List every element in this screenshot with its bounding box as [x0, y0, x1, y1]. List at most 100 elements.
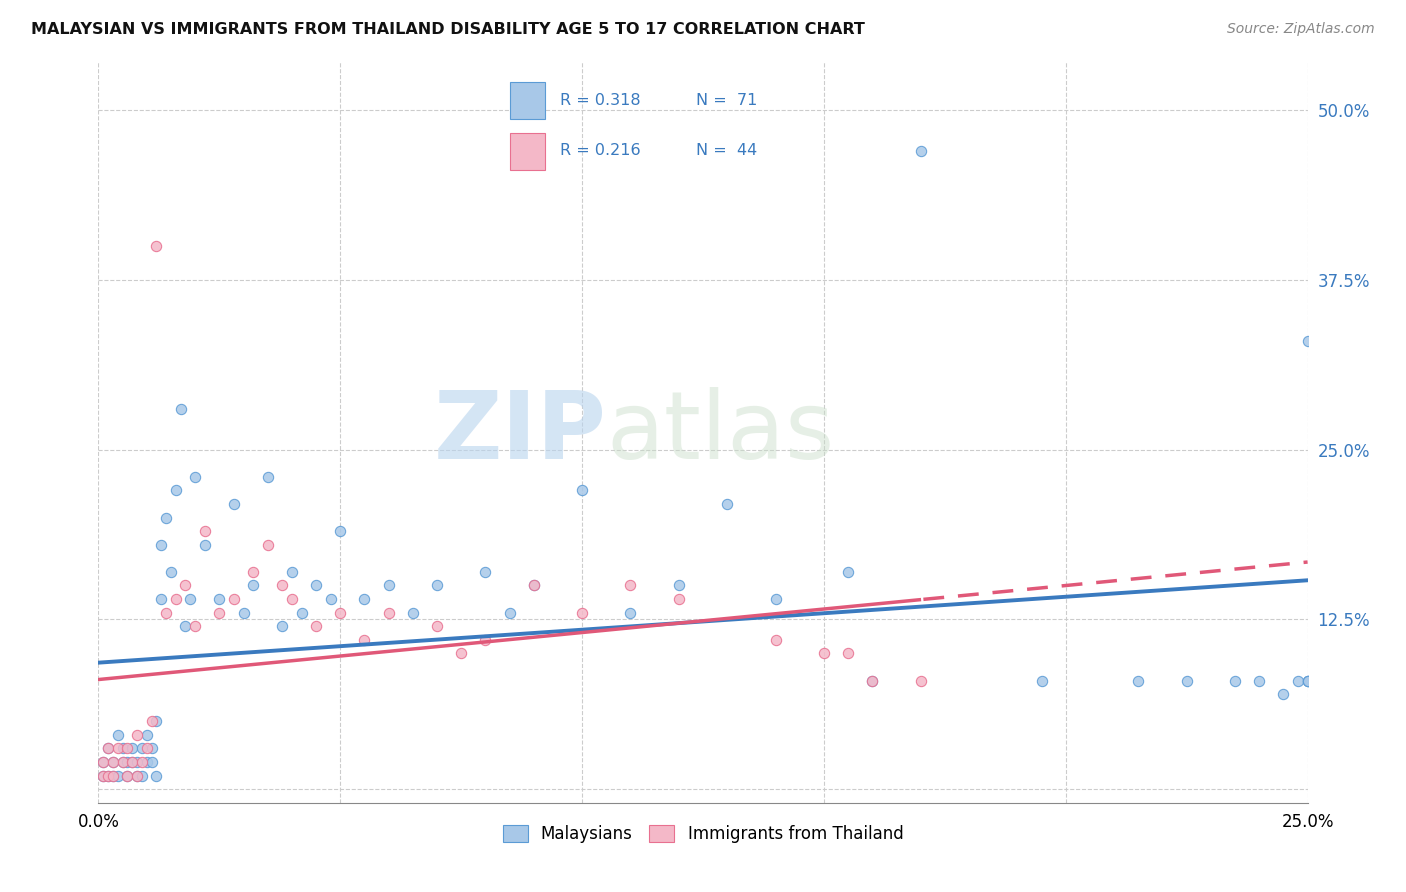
Point [860, 673, 883, 688]
Point [111, 741, 134, 756]
Point [117, 741, 139, 756]
Point [97, 741, 120, 756]
Point [1249, 673, 1271, 688]
Point [619, 578, 641, 592]
Point [160, 565, 183, 579]
Point [222, 592, 245, 607]
Point [91, 755, 114, 769]
Point [145, 769, 167, 783]
Point [305, 578, 328, 592]
Text: Source: ZipAtlas.com: Source: ZipAtlas.com [1227, 22, 1375, 37]
Point [117, 769, 139, 783]
Point [150, 592, 173, 607]
Point [141, 741, 163, 756]
Point [91, 755, 114, 769]
Point [131, 741, 153, 756]
Point [1296, 334, 1319, 348]
Point [242, 578, 264, 592]
Point [290, 606, 312, 620]
Point [1296, 673, 1319, 688]
Point [208, 606, 231, 620]
Point [450, 646, 472, 660]
Point [155, 510, 177, 524]
Point [131, 755, 153, 769]
Point [498, 606, 520, 620]
Point [426, 578, 449, 592]
Point [97, 741, 120, 756]
Point [765, 592, 787, 607]
Point [402, 606, 425, 620]
Point [141, 714, 163, 729]
Point [1272, 687, 1295, 701]
Point [765, 632, 787, 647]
Point [101, 755, 124, 769]
Point [426, 619, 449, 633]
Point [135, 728, 157, 742]
Point [813, 646, 835, 660]
Point [97, 769, 120, 783]
Point [329, 524, 352, 538]
Point [91, 769, 114, 783]
Point [141, 755, 163, 769]
Legend: Malaysians, Immigrants from Thailand: Malaysians, Immigrants from Thailand [496, 819, 910, 850]
Point [194, 538, 217, 552]
Point [837, 565, 859, 579]
Point [97, 769, 120, 783]
Point [135, 741, 157, 756]
Point [232, 606, 254, 620]
Point [377, 578, 399, 592]
Point [101, 755, 124, 769]
Point [165, 483, 187, 498]
Point [1128, 673, 1150, 688]
Point [169, 401, 191, 416]
Point [184, 619, 207, 633]
Point [1031, 673, 1053, 688]
Point [1286, 673, 1309, 688]
Point [319, 592, 342, 607]
Point [271, 578, 294, 592]
Point [174, 619, 197, 633]
Point [165, 592, 187, 607]
Point [256, 538, 278, 552]
Point [271, 619, 294, 633]
Point [571, 483, 593, 498]
Point [127, 728, 149, 742]
Point [127, 769, 149, 783]
Point [91, 769, 114, 783]
Point [111, 755, 134, 769]
Point [135, 755, 157, 769]
Point [571, 606, 593, 620]
Point [127, 755, 149, 769]
Point [117, 769, 139, 783]
Text: MALAYSIAN VS IMMIGRANTS FROM THAILAND DISABILITY AGE 5 TO 17 CORRELATION CHART: MALAYSIAN VS IMMIGRANTS FROM THAILAND DI… [31, 22, 865, 37]
Point [1175, 673, 1198, 688]
Point [716, 497, 738, 511]
Point [179, 592, 201, 607]
Point [281, 565, 304, 579]
Point [1296, 673, 1319, 688]
Point [111, 755, 134, 769]
Point [256, 469, 278, 483]
Point [150, 538, 173, 552]
Point [474, 565, 496, 579]
Point [174, 578, 197, 592]
Point [121, 755, 143, 769]
Point [184, 469, 207, 483]
Point [121, 755, 143, 769]
Point [668, 592, 690, 607]
Point [127, 769, 149, 783]
Point [101, 769, 124, 783]
Point [329, 606, 352, 620]
Point [668, 578, 690, 592]
Point [474, 632, 496, 647]
Point [860, 673, 883, 688]
Point [910, 673, 932, 688]
Point [117, 755, 139, 769]
Point [194, 524, 217, 538]
Point [155, 606, 177, 620]
Point [353, 592, 375, 607]
Point [281, 592, 304, 607]
Point [107, 741, 129, 756]
Point [619, 606, 641, 620]
Point [837, 646, 859, 660]
